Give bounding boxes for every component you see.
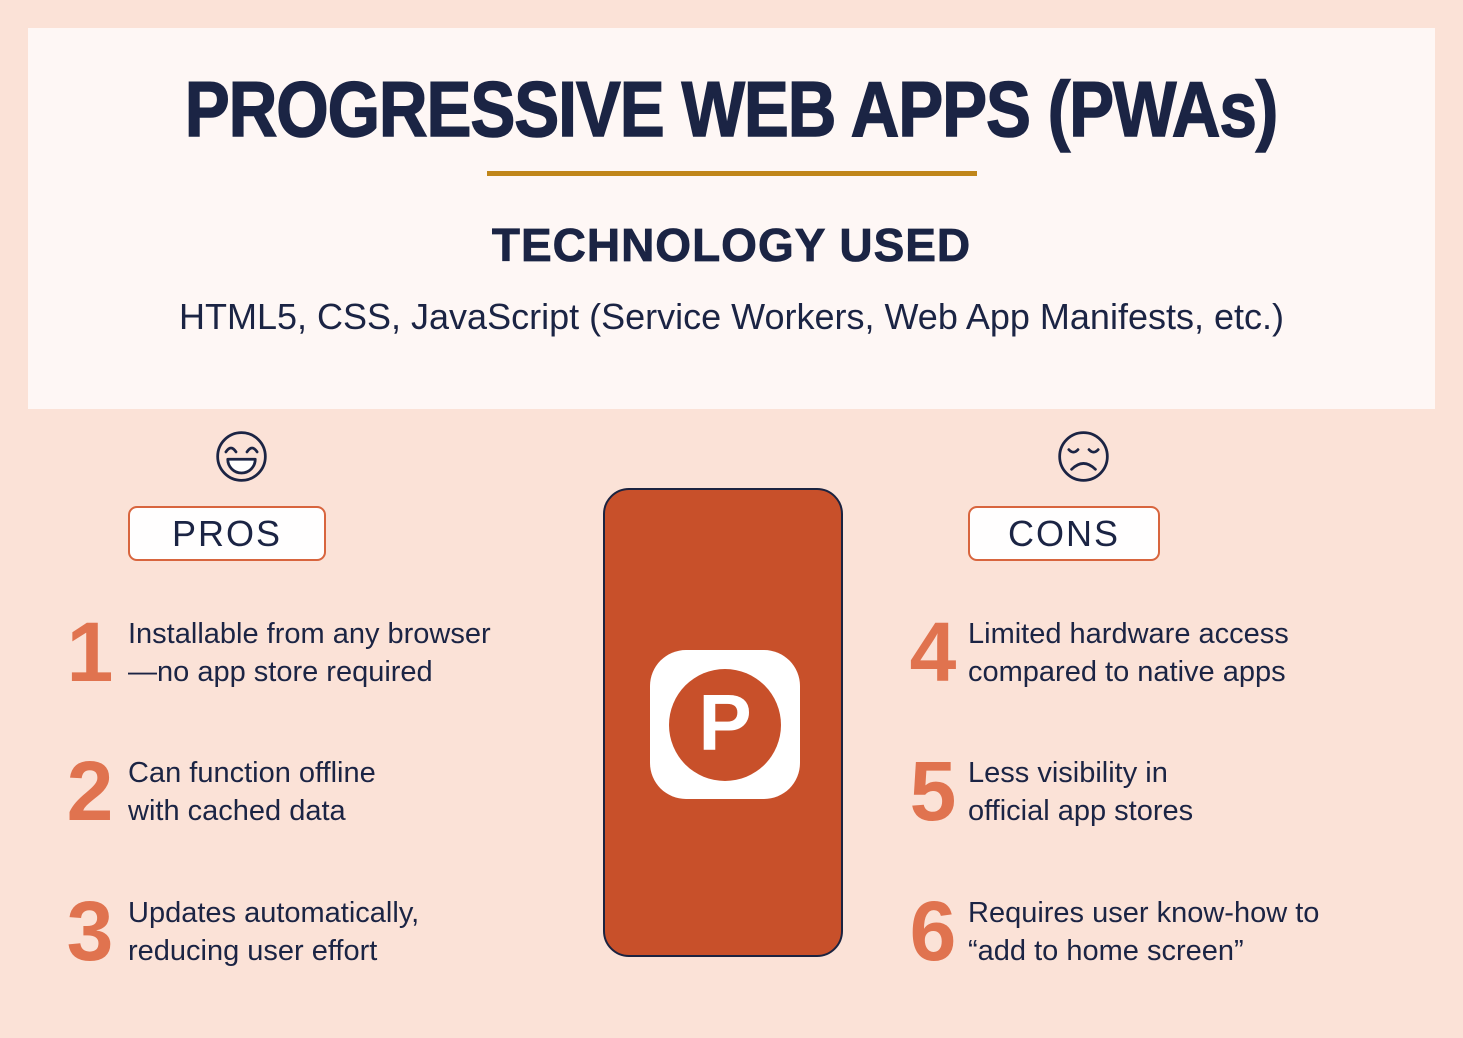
page-title: PROGRESSIVE WEB APPS (PWAs) (28, 65, 1435, 153)
item-number: 3 (66, 884, 114, 979)
item-text: Requires user know-how to “add to home s… (968, 894, 1319, 970)
phone-illustration: P (603, 488, 843, 957)
item-text-line: with cached data (128, 795, 346, 827)
item-text-line: Can function offline (128, 757, 376, 789)
cons-item-4: 4 Limited hardware access compared to na… (908, 605, 1289, 700)
item-text: Can function offline with cached data (128, 754, 376, 830)
item-number: 1 (66, 605, 114, 700)
item-text-line: —no app store required (128, 656, 433, 688)
sad-face-icon (1056, 429, 1111, 484)
cons-item-6: 6 Requires user know-how to “add to home… (908, 884, 1320, 979)
item-text-line: Updates automatically, (128, 897, 420, 929)
pros-item-3: 3 Updates automatically, reducing user e… (62, 884, 420, 979)
cons-label: CONS (1007, 512, 1120, 554)
page-title-text: PROGRESSIVE WEB APPS (PWAs) (185, 65, 1280, 153)
pros-item-2: 2 Can function offline with cached data (62, 744, 376, 839)
pros-label-box: PROS (128, 506, 326, 561)
section-heading: TECHNOLOGY USED (491, 219, 972, 272)
item-text-line: compared to native apps (968, 656, 1286, 688)
cons-item-5: 5 Less visibility in official app stores (908, 744, 1194, 839)
item-text-line: Installable from any browser (128, 618, 491, 650)
header-card: PROGRESSIVE WEB APPS (PWAs) TECHNOLOGY U… (28, 28, 1435, 409)
item-number: 6 (909, 884, 957, 979)
item-text-line: Limited hardware access (968, 618, 1289, 650)
pros-label: PROS (171, 512, 283, 554)
item-text: Updates automatically, reducing user eff… (128, 894, 419, 970)
item-number: 4 (909, 605, 957, 700)
item-text: Limited hardware access compared to nati… (968, 615, 1289, 691)
p-app-icon-letter: P (698, 677, 752, 767)
gold-divider (486, 171, 977, 176)
technology-list: HTML5, CSS, JavaScript (Service Workers,… (178, 296, 1284, 337)
item-number: 2 (66, 744, 114, 839)
cons-label-box: CONS (968, 506, 1160, 561)
item-text-line: “add to home screen” (968, 935, 1244, 967)
pros-item-1: 1 Installable from any browser —no app s… (62, 605, 491, 700)
item-text-line: reducing user effort (128, 935, 378, 967)
p-app-icon-circle: P (669, 668, 781, 781)
happy-face-icon (214, 429, 269, 484)
item-number: 5 (909, 744, 957, 839)
item-text: Less visibility in official app stores (968, 754, 1193, 830)
item-text-line: Less visibility in (968, 757, 1168, 789)
item-text-line: Requires user know-how to (968, 897, 1320, 929)
item-text-line: official app stores (968, 795, 1194, 827)
item-text: Installable from any browser —no app sto… (128, 615, 491, 691)
p-app-icon: P (650, 650, 800, 799)
